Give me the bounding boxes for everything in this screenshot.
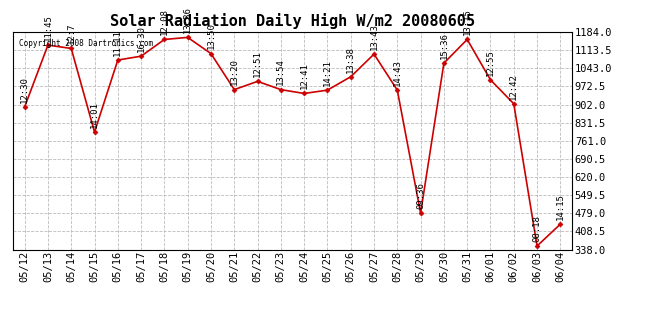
Text: 13:20: 13:20 <box>229 59 239 85</box>
Text: 12:42: 12:42 <box>509 73 518 100</box>
Text: 13:15: 13:15 <box>463 8 472 35</box>
Text: 13:43: 13:43 <box>369 23 378 50</box>
Text: 08:18: 08:18 <box>532 215 541 242</box>
Text: 14:43: 14:43 <box>393 59 402 86</box>
Text: 14:15: 14:15 <box>556 193 565 220</box>
Text: 13:38: 13:38 <box>346 46 356 73</box>
Text: 12:55: 12:55 <box>486 49 495 76</box>
Text: 14:01: 14:01 <box>90 101 99 128</box>
Text: 12:51: 12:51 <box>253 50 262 77</box>
Text: 09:36: 09:36 <box>416 182 425 209</box>
Text: 12:41: 12:41 <box>300 62 309 89</box>
Text: 12:7: 12:7 <box>67 23 76 44</box>
Text: 15:36: 15:36 <box>439 32 448 59</box>
Text: 11:45: 11:45 <box>44 14 53 41</box>
Text: 13:36: 13:36 <box>183 6 192 33</box>
Text: 12:30: 12:30 <box>20 76 29 103</box>
Text: Copyright 2008 Dartronics.com: Copyright 2008 Dartronics.com <box>19 38 153 48</box>
Text: 14:21: 14:21 <box>323 59 332 86</box>
Title: Solar Radiation Daily High W/m2 20080605: Solar Radiation Daily High W/m2 20080605 <box>110 13 475 29</box>
Text: 11:11: 11:11 <box>113 29 122 56</box>
Text: 16:30: 16:30 <box>136 25 146 52</box>
Text: 13:54: 13:54 <box>276 59 285 85</box>
Text: 13:50: 13:50 <box>207 23 216 49</box>
Text: 12:08: 12:08 <box>160 8 169 35</box>
